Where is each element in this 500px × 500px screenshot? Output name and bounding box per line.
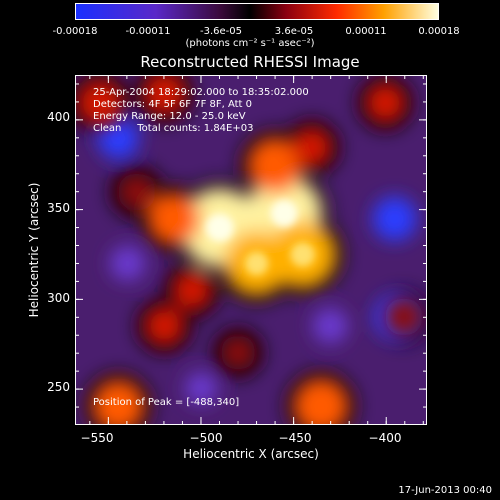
y-tick-label: 250 <box>47 380 70 394</box>
y-tick-label: 300 <box>47 291 70 305</box>
emission-source <box>147 192 201 246</box>
emission-source <box>117 173 156 211</box>
y-axis-label: Heliocentric Y (arcsec) <box>27 182 41 318</box>
chart-title: Reconstructed RHESSI Image <box>140 53 360 71</box>
colorbar-tick-label: 0.00018 <box>418 26 460 37</box>
energy-range-label: Energy Range: 12.0 - 25.0 keV <box>93 111 246 122</box>
emission-source <box>220 335 256 371</box>
negative-source <box>97 117 139 159</box>
emission-source <box>293 378 349 424</box>
emission-source <box>291 126 333 168</box>
emission-source <box>91 379 145 424</box>
x-tick-label: −500 <box>189 431 223 445</box>
peak-position-label: Position of Peak = [-488,340] <box>93 397 240 408</box>
x-tick-label: −450 <box>278 431 312 445</box>
generation-date: 17-Jun-2013 00:40 <box>398 485 492 496</box>
colorbar-tick-label: -3.6e-05 <box>200 26 242 37</box>
x-tick-label: −550 <box>80 431 114 445</box>
emission-source <box>142 76 187 116</box>
colorbar-tick-label: 3.6e-05 <box>274 26 314 37</box>
emission-source <box>143 305 185 347</box>
clean-counts-label: Clean Total counts: 1.84E+03 <box>93 123 254 134</box>
colorbar-tick-label: -0.00018 <box>52 26 98 37</box>
y-tick-label: 350 <box>47 201 70 215</box>
negative-source <box>372 196 417 241</box>
negative-source <box>185 372 218 405</box>
colorbar-gradient <box>76 4 438 19</box>
emission-core <box>244 251 269 276</box>
x-tick-label: −400 <box>368 431 402 445</box>
y-tick-label: 400 <box>47 110 70 124</box>
emission-source <box>364 82 406 124</box>
emission-source <box>384 297 423 336</box>
negative-source <box>312 308 348 344</box>
emission-core <box>290 242 315 267</box>
time-range-label: 25-Apr-2004 18:29:02.000 to 18:35:02.000 <box>93 87 309 98</box>
detectors-label: Detectors: 4F 5F 6F 7F 8F, Att 0 <box>93 99 253 110</box>
plot-area <box>75 75 427 425</box>
x-axis-label: Heliocentric X (arcsec) <box>183 447 319 461</box>
emission-source <box>76 79 124 127</box>
colorbar-unit-label: (photons cm⁻² s⁻¹ asec⁻²) <box>185 38 315 49</box>
emission-source <box>171 269 213 311</box>
colorbar <box>75 3 439 20</box>
emission-source <box>246 137 303 194</box>
emission-core <box>270 199 298 228</box>
negative-source <box>110 245 146 281</box>
emission-core <box>205 213 234 242</box>
colorbar-tick-label: -0.00011 <box>125 26 171 37</box>
heatmap-image <box>76 76 426 424</box>
colorbar-tick-label: 0.00011 <box>345 26 387 37</box>
